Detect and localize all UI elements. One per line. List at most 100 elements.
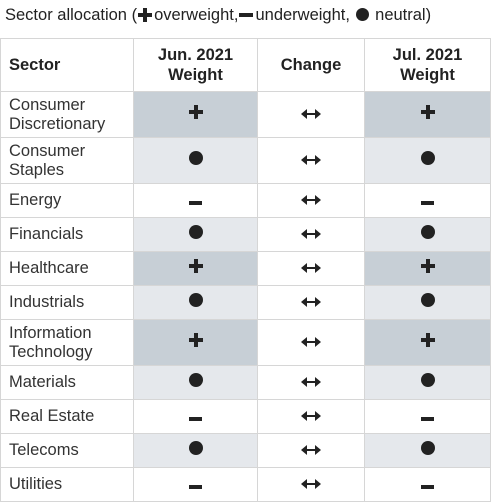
- table-row: Telecoms: [0, 433, 491, 468]
- jun-weight-cell: [133, 285, 258, 320]
- double-arrow-icon: [301, 377, 321, 388]
- sector-allocation-table: Sector Jun. 2021 Weight Change Jul. 2021 W…: [0, 38, 491, 502]
- table-row: Healthcare: [0, 251, 491, 286]
- change-cell: [257, 399, 365, 434]
- table-row: Information Technology: [0, 319, 491, 366]
- sector-name: Healthcare: [0, 251, 134, 286]
- double-arrow-icon: [301, 445, 321, 456]
- jun-weight-cell: [133, 319, 258, 366]
- legend-underweight: underweight,: [255, 6, 350, 24]
- sector-name: Real Estate: [0, 399, 134, 434]
- table-row: Real Estate: [0, 399, 491, 434]
- header-jul-weight: Jul. 2021 Weight: [364, 38, 491, 92]
- dot-icon: [420, 151, 435, 165]
- jul-weight-cell: [364, 137, 491, 184]
- double-arrow-icon: [301, 109, 321, 120]
- header-jun-weight: Jun. 2021 Weight: [133, 38, 258, 92]
- dot-icon: [188, 225, 203, 239]
- header-row: Sector Jun. 2021 Weight Change Jul. 2021 W…: [0, 38, 491, 92]
- dot-icon: [355, 8, 369, 22]
- legend-overweight: overweight,: [154, 6, 239, 24]
- double-arrow-icon: [301, 229, 321, 240]
- minus-icon: [239, 12, 254, 17]
- change-cell: [257, 251, 365, 286]
- jul-weight-cell: [364, 183, 491, 218]
- minus-icon: [421, 484, 434, 489]
- sector-name: Materials: [0, 365, 134, 400]
- jun-weight-cell: [133, 399, 258, 434]
- jul-weight-cell: [364, 433, 491, 468]
- jul-weight-cell: [364, 399, 491, 434]
- jun-weight-cell: [133, 217, 258, 252]
- double-arrow-icon: [301, 195, 321, 206]
- double-arrow-icon: [301, 337, 321, 348]
- sector-name: Telecoms: [0, 433, 134, 468]
- change-cell: [257, 433, 365, 468]
- dot-icon: [420, 225, 435, 239]
- jul-weight-cell: [364, 251, 491, 286]
- plus-icon: [420, 259, 435, 273]
- sector-name: Consumer Staples: [0, 137, 134, 184]
- sector-name: Industrials: [0, 285, 134, 320]
- jul-weight-cell: [364, 91, 491, 138]
- double-arrow-icon: [301, 479, 321, 490]
- double-arrow-icon: [301, 411, 321, 422]
- header-change: Change: [257, 38, 365, 92]
- jul-weight-cell: [364, 217, 491, 252]
- dot-icon: [420, 441, 435, 455]
- jul-weight-cell: [364, 285, 491, 320]
- table-row: Energy: [0, 183, 491, 218]
- table-row: Materials: [0, 365, 491, 400]
- jun-weight-cell: [133, 183, 258, 218]
- change-cell: [257, 285, 365, 320]
- table-row: Consumer Discretionary: [0, 91, 491, 138]
- table-row: Utilities: [0, 467, 491, 502]
- jun-weight-cell: [133, 91, 258, 138]
- double-arrow-icon: [301, 263, 321, 274]
- jun-weight-cell: [133, 467, 258, 502]
- dot-icon: [420, 373, 435, 387]
- jul-weight-cell: [364, 319, 491, 366]
- dot-icon: [188, 151, 203, 165]
- dot-icon: [420, 293, 435, 307]
- plus-icon: [188, 105, 203, 119]
- minus-icon: [421, 416, 434, 421]
- dot-icon: [188, 293, 203, 307]
- minus-icon: [189, 416, 202, 421]
- double-arrow-icon: [301, 297, 321, 308]
- jul-weight-cell: [364, 365, 491, 400]
- jul-weight-cell: [364, 467, 491, 502]
- sector-name: Consumer Discretionary: [0, 91, 134, 138]
- change-cell: [257, 319, 365, 366]
- jun-weight-cell: [133, 365, 258, 400]
- table-row: Industrials: [0, 285, 491, 320]
- plus-icon: [188, 333, 203, 347]
- minus-icon: [189, 200, 202, 205]
- legend-neutral: neutral): [375, 6, 432, 24]
- double-arrow-icon: [301, 155, 321, 166]
- sector-name: Utilities: [0, 467, 134, 502]
- dot-icon: [188, 373, 203, 387]
- plus-icon: [420, 333, 435, 347]
- change-cell: [257, 217, 365, 252]
- title-prefix: Sector allocation (: [5, 6, 138, 24]
- sector-name: Information Technology: [0, 319, 134, 366]
- minus-icon: [421, 200, 434, 205]
- table-row: Consumer Staples: [0, 137, 491, 184]
- jun-weight-cell: [133, 137, 258, 184]
- jun-weight-cell: [133, 251, 258, 286]
- change-cell: [257, 91, 365, 138]
- header-sector: Sector: [0, 38, 134, 92]
- change-cell: [257, 137, 365, 184]
- dot-icon: [188, 441, 203, 455]
- table-row: Financials: [0, 217, 491, 252]
- change-cell: [257, 467, 365, 502]
- chart-title: Sector allocation ( overweight, underweigh…: [0, 0, 491, 30]
- jun-weight-cell: [133, 433, 258, 468]
- plus-icon: [188, 259, 203, 273]
- sector-name: Financials: [0, 217, 134, 252]
- sector-name: Energy: [0, 183, 134, 218]
- plus-icon: [138, 7, 153, 22]
- change-cell: [257, 365, 365, 400]
- minus-icon: [189, 484, 202, 489]
